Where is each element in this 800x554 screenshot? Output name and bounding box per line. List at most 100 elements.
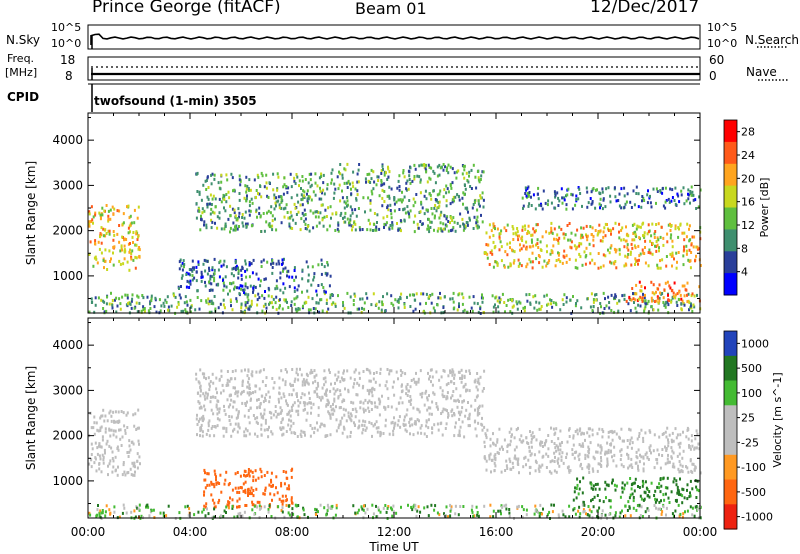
scatter-cell	[254, 294, 257, 298]
scatter-cell	[498, 427, 501, 431]
scatter-cell	[262, 368, 265, 372]
scatter-cell	[94, 242, 97, 246]
scatter-cell	[505, 459, 508, 463]
scatter-cell	[542, 445, 544, 448]
scatter-cell	[213, 515, 216, 519]
colorbar-frame	[723, 330, 738, 530]
scatter-cell	[477, 199, 480, 203]
scatter-cell	[394, 298, 397, 302]
scatter-cell	[333, 392, 336, 396]
scatter-cell	[210, 299, 213, 303]
scatter-cell	[304, 401, 306, 405]
scatter-cell	[431, 212, 434, 216]
scatter-cell	[424, 189, 427, 193]
scatter-cell	[638, 460, 641, 464]
scatter-cell	[541, 440, 544, 444]
scatter-cell	[399, 219, 402, 223]
scatter-cell	[578, 458, 581, 462]
scatter-cell	[484, 432, 487, 436]
scatter-cell	[681, 299, 684, 303]
scatter-cell	[244, 488, 247, 492]
scatter-cell	[311, 297, 314, 301]
scatter-cell	[627, 456, 630, 460]
scatter-cell	[98, 442, 101, 446]
scatter-cell	[650, 451, 652, 455]
scatter-cell	[279, 271, 282, 275]
scatter-cell	[517, 457, 520, 461]
scatter-cell	[392, 303, 395, 307]
scatter-cell	[200, 275, 203, 279]
scatter-cell	[213, 295, 216, 298]
scatter-cell	[301, 277, 304, 281]
scatter-cell	[330, 178, 333, 182]
scatter-cell	[577, 186, 580, 189]
scatter-cell	[680, 469, 683, 472]
scatter-cell	[654, 497, 657, 501]
scatter-cell	[225, 200, 228, 204]
scatter-cell	[211, 301, 214, 305]
scatter-cell	[244, 504, 247, 507]
scatter-cell	[647, 251, 650, 254]
scatter-cell	[227, 500, 230, 504]
scatter-cell	[241, 265, 244, 269]
scatter-cell	[214, 472, 217, 476]
scatter-cell	[528, 245, 531, 249]
scatter-cell	[318, 310, 321, 314]
scatter-cell	[145, 504, 148, 508]
scatter-cell	[657, 238, 660, 242]
scatter-cell	[252, 258, 255, 262]
scatter-cell	[286, 191, 289, 195]
scatter-cell	[593, 495, 596, 499]
scatter-cell	[602, 230, 605, 234]
scatter-cell	[280, 206, 283, 210]
scatter-cell	[479, 178, 482, 181]
scatter-cell	[695, 446, 698, 450]
scatter-cell	[689, 491, 691, 495]
scatter-cell	[281, 258, 284, 262]
scatter-cell	[462, 191, 465, 195]
scatter-cell	[213, 485, 216, 489]
scatter-cell	[696, 507, 699, 511]
scatter-cell	[384, 424, 387, 428]
scatter-cell	[697, 442, 700, 446]
scatter-cell	[199, 389, 202, 393]
scatter-cell	[659, 190, 662, 194]
scatter-cell	[210, 302, 213, 305]
scatter-cell	[474, 380, 476, 384]
scatter-cell	[310, 183, 313, 187]
scatter-cell	[242, 482, 245, 486]
scatter-cell	[285, 185, 288, 188]
scatter-cell	[264, 302, 267, 306]
scatter-cell	[425, 208, 428, 212]
scatter-cell	[232, 266, 235, 270]
scatter-cell	[337, 396, 340, 400]
scatter-cell	[241, 401, 244, 405]
scatter-cell	[411, 179, 414, 183]
colorbar-segment	[724, 430, 737, 456]
scatter-cell	[269, 225, 272, 229]
scatter-cell	[428, 377, 430, 381]
scatter-cell	[415, 371, 417, 375]
scatter-cell	[381, 303, 384, 307]
scatter-cell	[554, 191, 557, 195]
scatter-cell	[332, 407, 335, 411]
scatter-cell	[485, 459, 488, 463]
scatter-cell	[206, 396, 209, 400]
scatter-cell	[474, 427, 477, 431]
scatter-cell	[438, 163, 441, 167]
scatter-cell	[482, 198, 485, 202]
scatter-cell	[401, 198, 404, 202]
scatter-cell	[101, 213, 104, 217]
scatter-cell	[546, 250, 548, 254]
scatter-cell	[282, 207, 285, 211]
scatter-cell	[103, 448, 106, 452]
scatter-cell	[232, 221, 235, 225]
scatter-cell	[277, 199, 280, 203]
scatter-cell	[493, 454, 496, 458]
scatter-cell	[294, 377, 297, 381]
scatter-cell	[547, 199, 550, 203]
scatter-cell	[569, 238, 572, 242]
scatter-cell	[291, 227, 294, 230]
scatter-cell	[195, 377, 198, 381]
scatter-cell	[554, 455, 556, 459]
